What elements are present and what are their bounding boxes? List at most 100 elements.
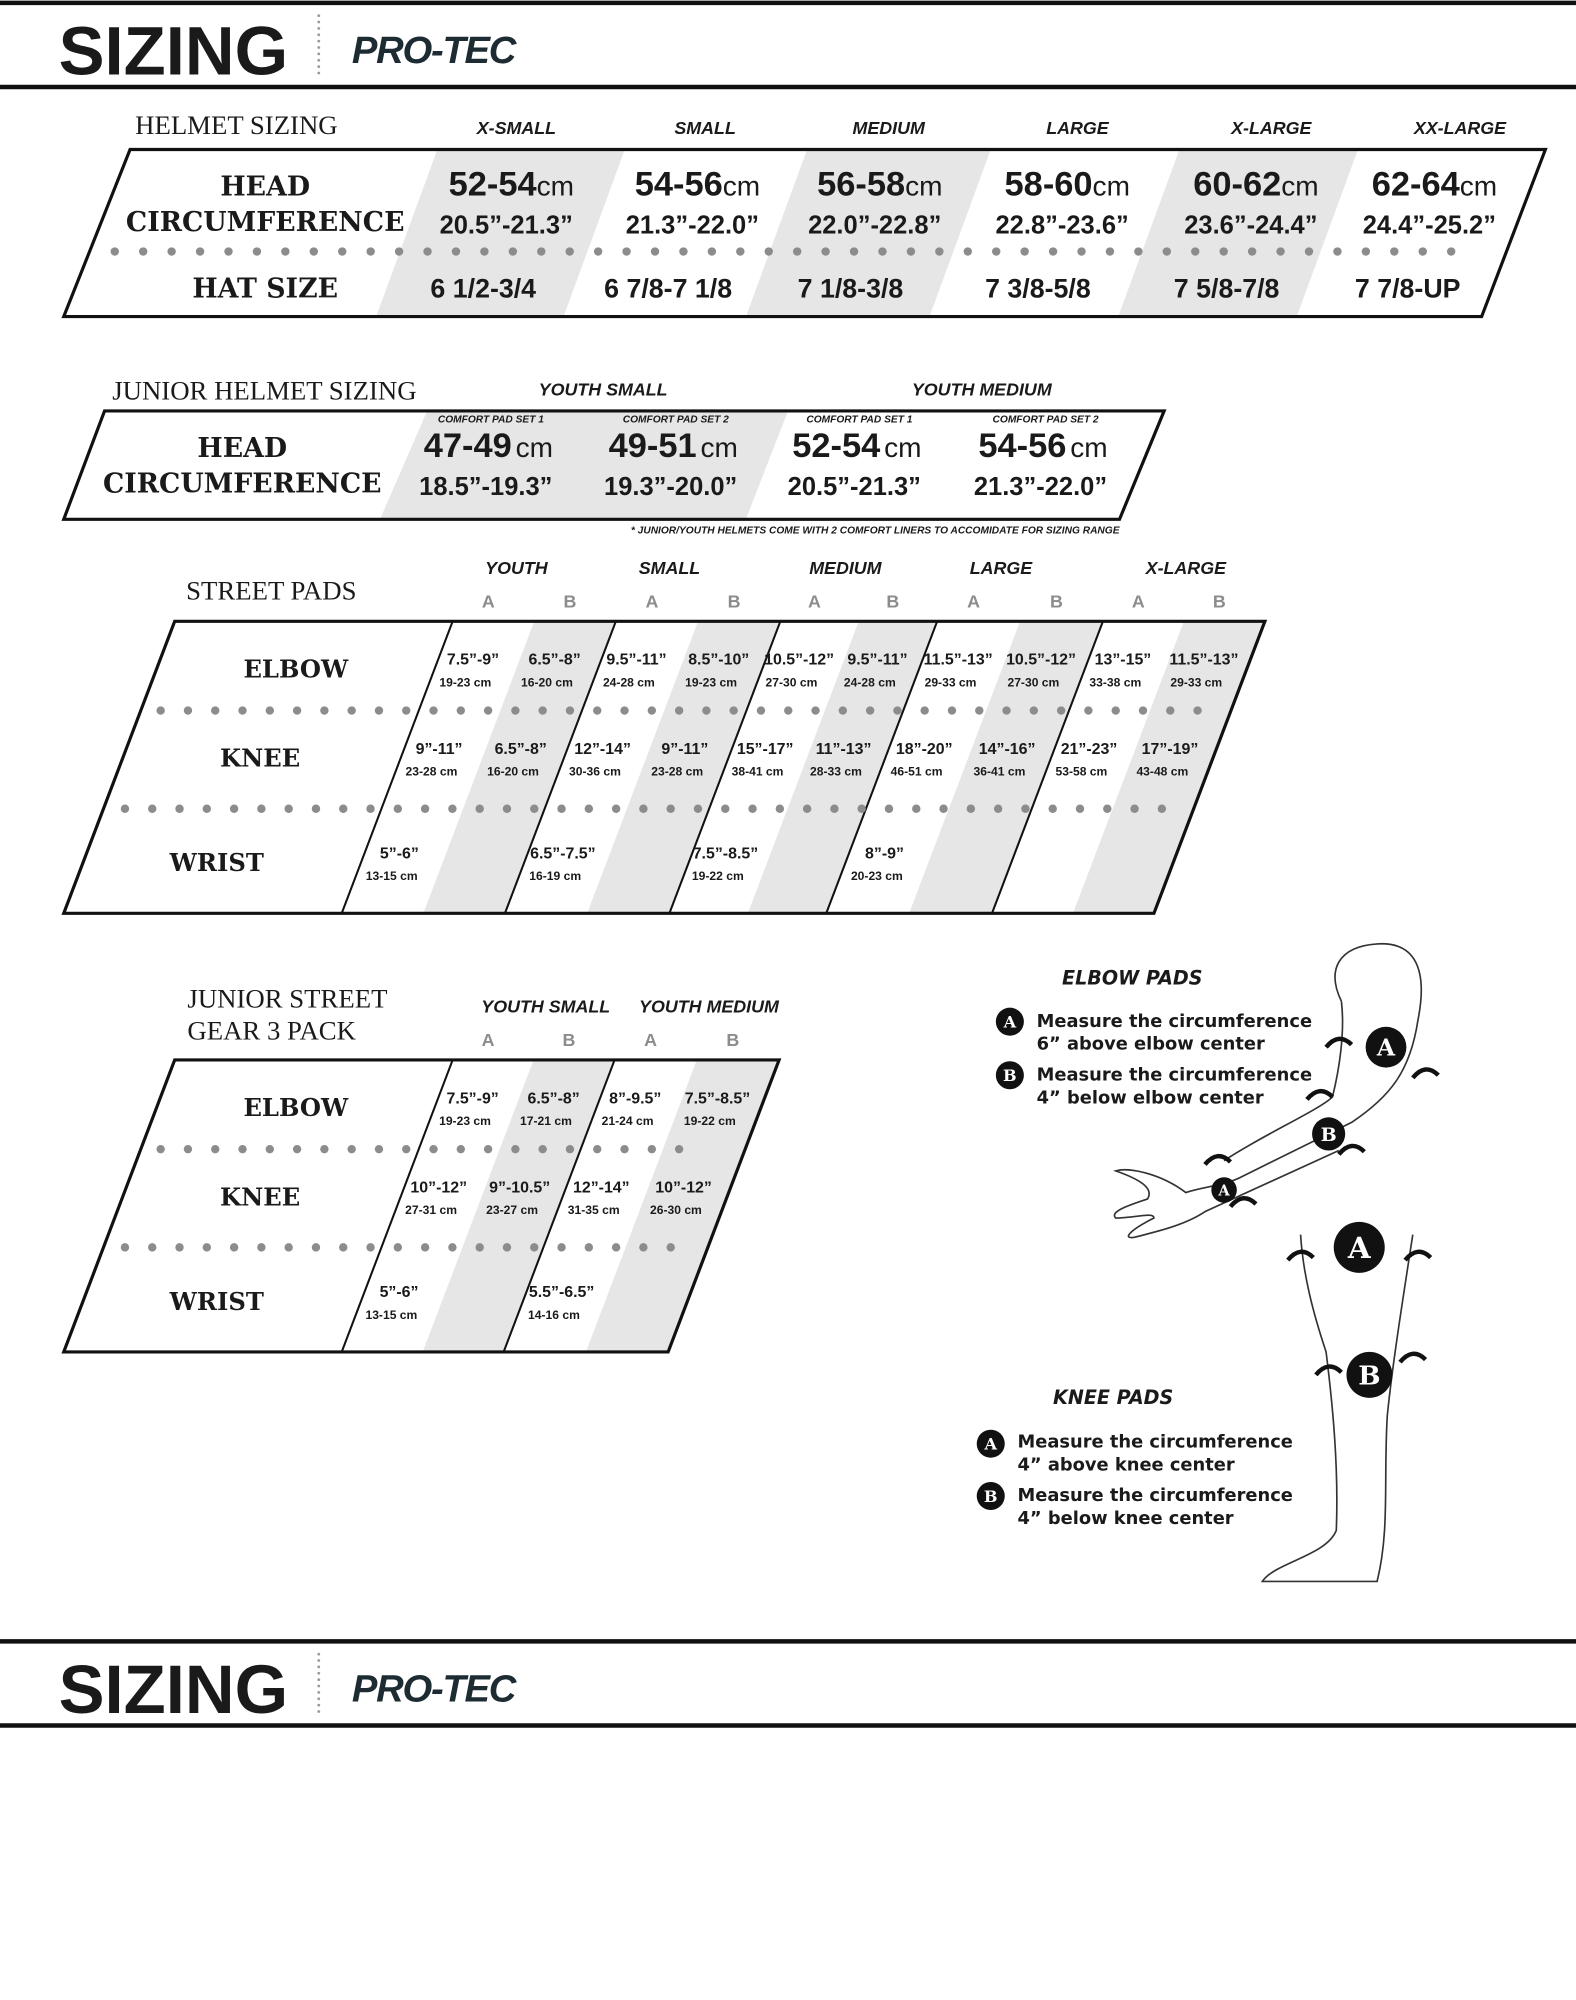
dot (622, 247, 631, 256)
sub-column-a: A (645, 591, 658, 611)
cm-value: 62-64 (1372, 165, 1460, 203)
dot (884, 804, 894, 813)
dot (511, 1144, 520, 1154)
dot (483, 1144, 493, 1154)
dot (878, 247, 887, 256)
dot (1105, 247, 1115, 256)
dot (366, 247, 375, 256)
cm-range: 36-41 cm (974, 765, 1026, 779)
dot (156, 1144, 165, 1154)
cm-range: 19-23 cm (439, 1114, 491, 1128)
dot (1193, 706, 1202, 715)
badge-letter: A (1376, 1034, 1396, 1062)
section-title: JUNIOR STREET (187, 984, 387, 1014)
dot (784, 706, 793, 715)
dot (393, 1243, 403, 1252)
dot (565, 706, 575, 715)
dot (947, 706, 957, 715)
rotate-arrow-icon (1337, 1143, 1366, 1156)
inch-range: 12”-14” (573, 1180, 630, 1197)
dot (257, 1243, 266, 1252)
dot (557, 1243, 566, 1252)
shaded-column (745, 149, 991, 317)
shaded-column (587, 621, 781, 914)
badge-circle (995, 1061, 1024, 1090)
section-title: STREET PADS (186, 576, 356, 606)
dot (764, 247, 773, 256)
instruction-text: Measure the circumference (1037, 1064, 1312, 1085)
cm-unit: cm (700, 432, 737, 463)
dot (265, 706, 275, 715)
row-label-wrist: WRIST (169, 1287, 264, 1316)
dot (229, 804, 239, 813)
cm-range: 14-16 cm (528, 1308, 580, 1322)
dot (475, 1243, 484, 1252)
footnote: * JUNIOR/YOUTH HELMETS COME WITH 2 COMFO… (631, 525, 1121, 536)
instruction-text: Measure the circumference (1018, 1432, 1293, 1453)
arm-outline-icon (1113, 943, 1423, 1239)
inch-range: 11.5”-13” (924, 652, 993, 669)
dot (281, 247, 290, 256)
comfort-pad-label: COMFORT PAD SET 1 (438, 414, 544, 425)
rotate-arrow-icon (1398, 1351, 1428, 1364)
separator-dot (317, 1690, 321, 1694)
dot (821, 247, 830, 256)
inch-range: 8”-9.5” (609, 1090, 661, 1107)
separator-dot (317, 1710, 321, 1713)
dot (284, 1243, 293, 1252)
size-header: SMALL (674, 118, 735, 138)
cm-range: 21-24 cm (602, 1114, 654, 1128)
badge-a: A (995, 1007, 1024, 1036)
badge-letter: B (1321, 1124, 1337, 1146)
inch-range: 18”-20” (896, 741, 953, 758)
cm-range: 13-15 cm (365, 1308, 417, 1322)
dot (721, 804, 730, 813)
dot (420, 804, 430, 813)
shaded-column (379, 410, 788, 520)
dot (1304, 247, 1314, 256)
badge-letter: A (1217, 1182, 1230, 1199)
inch-range: 10”-12” (410, 1180, 467, 1197)
cm-range: 27-30 cm (766, 675, 818, 689)
inch-range: 14”-16” (979, 741, 1036, 758)
shaded-column (909, 621, 1103, 914)
dot (565, 247, 574, 256)
dot (792, 247, 802, 256)
dot (565, 1144, 575, 1154)
column-divider (825, 620, 939, 914)
sub-column-a: A (644, 1030, 657, 1050)
dot (402, 706, 411, 715)
cm-value: 52-54 (449, 165, 537, 203)
cm-range: 17-21 cm (520, 1114, 572, 1128)
cm-range: 23-28 cm (406, 765, 458, 779)
sub-column-b: B (726, 1030, 739, 1050)
separator-dot (317, 1684, 321, 1688)
dot (611, 1243, 621, 1252)
cm-range: 28-33 cm (810, 765, 862, 779)
cm-range: 19-23 cm (685, 675, 737, 689)
pro-tec-logo: PRO-TEC (352, 1667, 518, 1710)
dot (456, 706, 466, 715)
column-divider (668, 620, 782, 914)
dot (1002, 706, 1011, 715)
inch-range: 9”-10.5” (489, 1180, 550, 1197)
dot (639, 804, 648, 813)
section-title: GEAR 3 PACK (187, 1016, 356, 1046)
cm-range: 38-41 cm (732, 765, 784, 779)
badge-circle (995, 1007, 1024, 1036)
cm-range: 13-15 cm (366, 869, 418, 883)
cm-unit: cm (905, 170, 942, 201)
badge-letter: A (1003, 1013, 1017, 1032)
dot (429, 706, 438, 715)
rotate-arrow-icon (1411, 1067, 1440, 1080)
cm-range: 47-49 cm (424, 427, 553, 465)
dot (311, 804, 321, 813)
cm-range: 33-38 cm (1089, 675, 1141, 689)
inch-range: 7.5”-8.5” (693, 845, 758, 862)
cm-range: 19-23 cm (439, 675, 491, 689)
dot (347, 1144, 356, 1154)
inch-range: 9.5”-11” (847, 652, 907, 669)
cm-range: 20-23 cm (851, 869, 903, 883)
dot (620, 706, 629, 715)
